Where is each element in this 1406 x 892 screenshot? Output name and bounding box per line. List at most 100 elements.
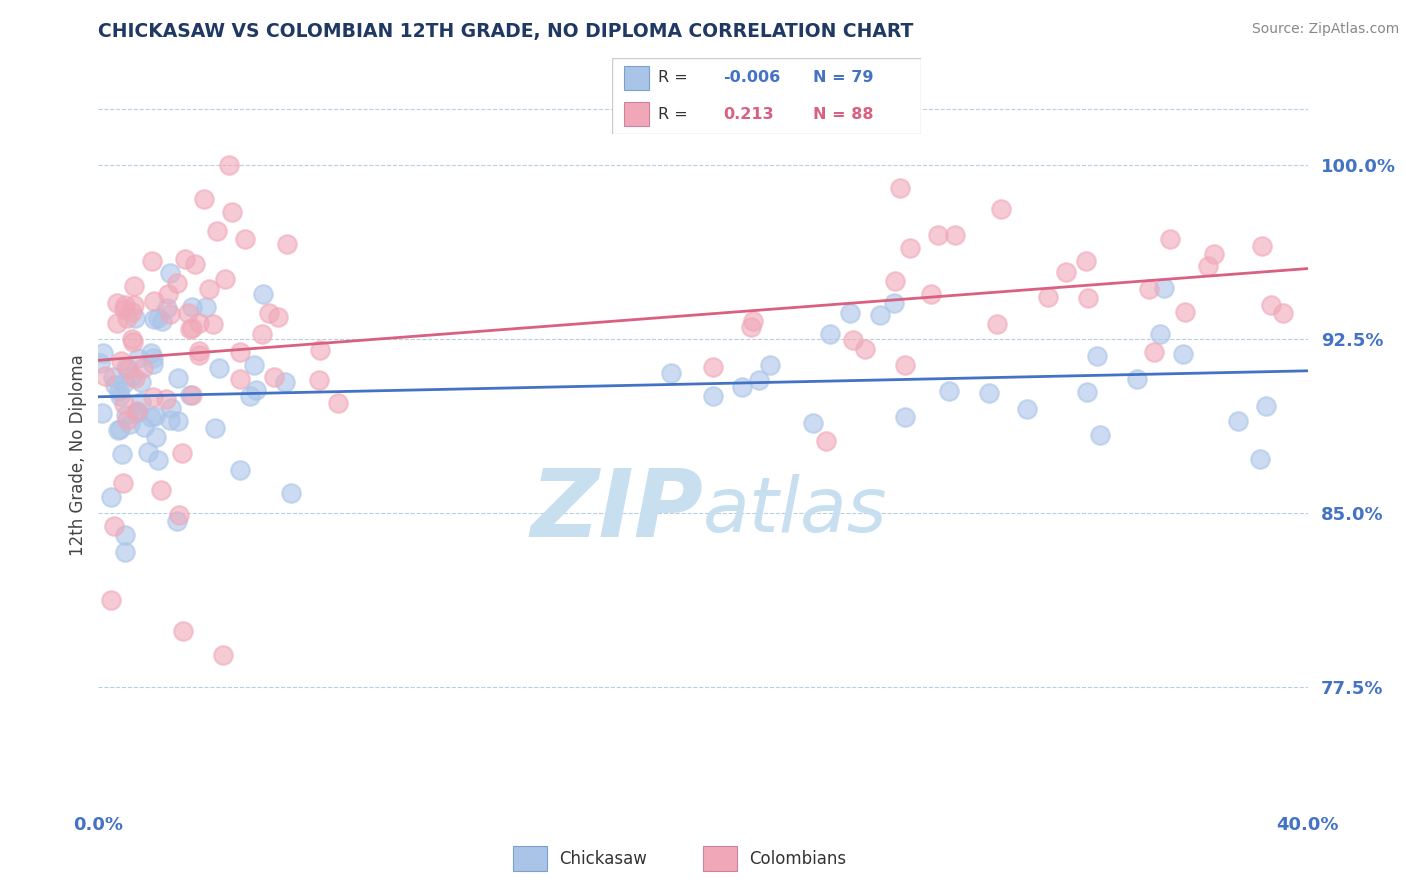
Point [245,383,267,397]
FancyBboxPatch shape [624,66,648,90]
Point [201,318,224,332]
Point [1227,414,1250,428]
Point [101,370,124,384]
Point [129,376,152,390]
Point [107,423,129,437]
Text: -0.006: -0.006 [723,70,780,86]
Point [193,193,215,207]
Point [853,342,876,356]
Text: atlas: atlas [703,474,887,548]
Point [1153,281,1175,295]
Point [898,241,921,255]
Point [1250,239,1272,253]
Point [167,371,190,385]
Point [1256,400,1278,414]
Point [108,384,131,398]
Point [884,274,907,288]
Point [177,306,200,320]
Text: CHICKASAW VS COLOMBIAN 12TH GRADE, NO DIPLOMA CORRELATION CHART: CHICKASAW VS COLOMBIAN 12TH GRADE, NO DI… [98,22,914,41]
Point [309,343,332,358]
Text: 0.213: 0.213 [723,106,773,121]
Point [259,306,281,320]
Point [129,395,152,409]
Point [127,405,149,419]
Point [170,446,193,460]
Point [91,406,114,420]
FancyBboxPatch shape [624,102,648,127]
Y-axis label: 12th Grade, No Diploma: 12th Grade, No Diploma [69,354,87,556]
Point [214,272,236,286]
Point [1271,305,1294,319]
FancyBboxPatch shape [703,847,737,871]
Point [89,356,111,370]
Point [188,348,211,362]
Point [243,358,266,372]
Point [938,384,960,398]
Point [122,298,145,312]
Point [181,300,204,314]
Point [166,276,188,290]
Text: N = 79: N = 79 [813,70,873,86]
Point [114,528,136,542]
FancyBboxPatch shape [513,847,547,871]
Point [702,360,724,375]
Point [943,228,966,243]
Point [91,346,114,360]
Point [1143,344,1166,359]
Point [204,420,226,434]
Point [159,413,181,427]
Point [132,361,155,376]
Point [121,334,143,349]
Point [112,376,135,391]
Point [143,409,166,423]
Point [166,514,188,528]
Point [218,158,240,172]
Point [986,317,1008,331]
Point [104,378,127,392]
Point [893,410,915,425]
Point [759,358,782,372]
Point [121,305,143,319]
Point [100,593,122,607]
Text: Source: ZipAtlas.com: Source: ZipAtlas.com [1251,22,1399,37]
Point [1126,371,1149,385]
Point [207,224,229,238]
Point [146,453,169,467]
Point [143,311,166,326]
Point [977,386,1000,401]
Point [179,388,201,402]
Point [889,181,911,195]
Point [105,316,128,330]
Point [138,445,160,459]
Point [145,430,167,444]
Point [159,401,181,416]
Point [110,353,132,368]
Point [115,409,138,423]
Point [114,298,136,312]
Point [127,351,149,365]
Point [1015,401,1038,416]
Point [195,300,218,314]
Point [883,296,905,310]
Point [188,316,211,330]
Point [1159,232,1181,246]
Point [208,361,231,376]
Point [110,422,132,436]
Point [280,486,302,500]
Point [125,404,148,418]
Point [93,368,115,383]
Point [221,205,243,219]
Point [1088,428,1111,442]
Text: ZIP: ZIP [530,465,703,557]
Point [143,294,166,309]
Point [1171,347,1194,361]
Text: R =: R = [658,70,688,86]
Point [748,374,770,388]
Point [894,358,917,372]
Point [159,266,181,280]
Point [117,413,139,427]
Point [842,333,865,347]
Point [1074,254,1097,268]
Point [326,396,349,410]
Point [112,397,135,411]
